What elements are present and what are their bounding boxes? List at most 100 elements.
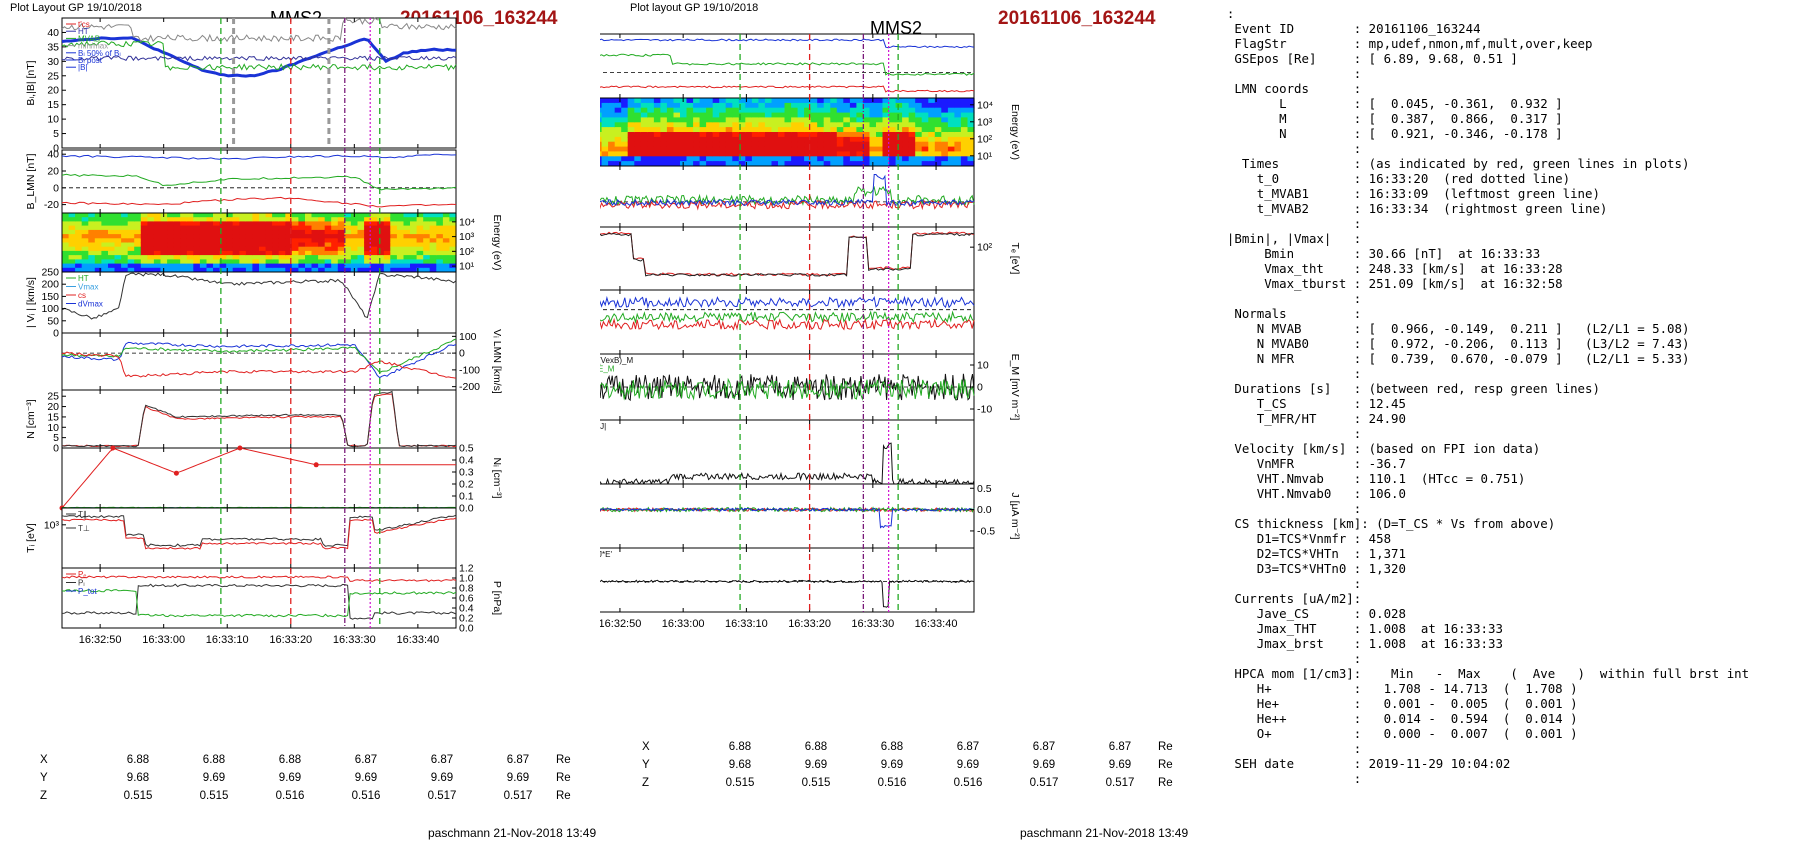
spectrogram-cell [791,141,799,148]
spectrogram-cell [272,246,280,252]
spectrogram-cell [856,102,864,109]
spectrogram-cell [173,267,181,273]
spectrogram-cell [213,246,221,252]
spectrogram-cell [259,213,267,218]
spectrogram-cell [180,225,188,231]
spectrogram-cell [226,250,234,256]
spectrogram-cell [272,255,280,260]
spectrogram-cell [653,102,661,109]
spectrogram-cell [686,132,694,138]
spectrogram-cell [960,102,968,109]
y-tick-label: 15 [47,99,59,111]
spectrogram-cell [331,246,339,252]
spectrogram-cell [666,127,674,133]
coord-value: 9.69 [804,759,828,771]
spectrogram-cell [81,213,89,218]
spectrogram-cell [357,217,365,222]
spectrogram-cell [889,102,897,109]
spectrogram-cell [101,250,109,256]
spectrogram-cell [621,98,629,104]
spectrogram-cell [640,112,648,119]
spectrogram-cell [895,117,903,123]
spectrogram-cell [75,221,83,227]
spectrogram-cell [377,246,385,252]
series-line [61,173,457,191]
spectrogram-cell [370,242,378,248]
spectrogram-cell [725,117,733,123]
spectrogram-cell [364,255,372,260]
spectrogram-cell [928,98,936,104]
spectrogram-cell [186,263,194,269]
spectrogram-cell [895,161,903,167]
spectrogram-cell [647,161,655,167]
spectrogram-cell [640,127,648,133]
spectrogram-cell [784,98,792,104]
spectrogram-cell [634,117,642,123]
spectrogram-cell [804,146,812,153]
spectrogram-cell [666,122,674,128]
spectrogram-cell [797,151,805,157]
spectrogram-cell [862,117,870,123]
spectrogram-cell [653,98,661,104]
spectrogram-cell [706,98,714,104]
spectrogram-cell [725,107,733,114]
spectrogram-cell [298,229,306,235]
spectrogram-cell [725,98,733,104]
spectrogram-cell [114,255,122,260]
spectrogram-cell [173,246,181,252]
spectrogram-cell [75,259,83,265]
spectrogram-cell [337,217,345,222]
spectrogram-cell [902,136,910,143]
spectrogram-cell [88,255,96,260]
spectrogram-cell [114,250,122,256]
spectrogram-cell [614,146,622,153]
legend-entry: |B| [78,63,88,72]
spectrogram-cell [259,255,267,260]
legend-entry: Vmax [78,283,98,292]
spectrogram-cell [331,255,339,260]
spectrogram-cell [442,259,451,265]
spectrogram-cell [350,246,359,252]
results-line: VHT.Nmvab0 : 106.0 [1212,486,1406,501]
spectrogram-cell [423,225,431,231]
spectrogram-cell [206,242,214,248]
spectrogram-cell [429,242,437,248]
spectrogram-cell [869,107,877,114]
spectrogram-cell [751,132,759,138]
y-axis-label: E_M [mV m⁻²] [1009,354,1021,421]
spectrogram-cell [856,136,864,143]
spectrogram-cell [350,259,359,265]
spectrogram-cell [140,242,148,248]
spectrogram-cell [75,267,83,273]
spectrogram-cell [153,263,162,269]
spectrogram-cell [160,238,168,244]
spectrogram-cell [324,217,332,222]
spectrogram-cell [180,259,188,265]
legend-entry: MVAB [78,34,100,43]
spectrogram-cell [738,127,746,133]
spectrogram-cell [614,161,622,167]
spectrogram-cell [324,263,332,269]
spectrogram-cell [285,242,293,248]
spectrogram-cell [601,151,609,157]
spectrogram-cell [364,259,372,265]
spectrogram-cell [869,141,877,148]
spectrogram-cell [869,122,877,128]
spectrogram-cell [784,156,792,162]
spectrogram-cell [686,107,694,114]
spectrogram-cell [442,246,451,252]
spectrogram-cell [666,161,674,167]
spectrogram-cell [928,132,936,138]
y-axis-label: J [μA m⁻²] [1009,492,1021,539]
panel-frame [61,17,457,149]
spectrogram-cell [436,234,444,239]
spectrogram-cell [934,132,942,138]
spectrogram-cell [601,107,609,114]
spectrogram-cell [449,242,457,248]
spectrogram-cell [673,102,681,109]
spectrogram-cell [915,107,923,114]
spectrogram-cell [784,151,792,157]
spectrogram-cell [830,112,838,119]
spectrogram-cell [153,255,162,260]
spectrogram-cell [823,127,831,133]
